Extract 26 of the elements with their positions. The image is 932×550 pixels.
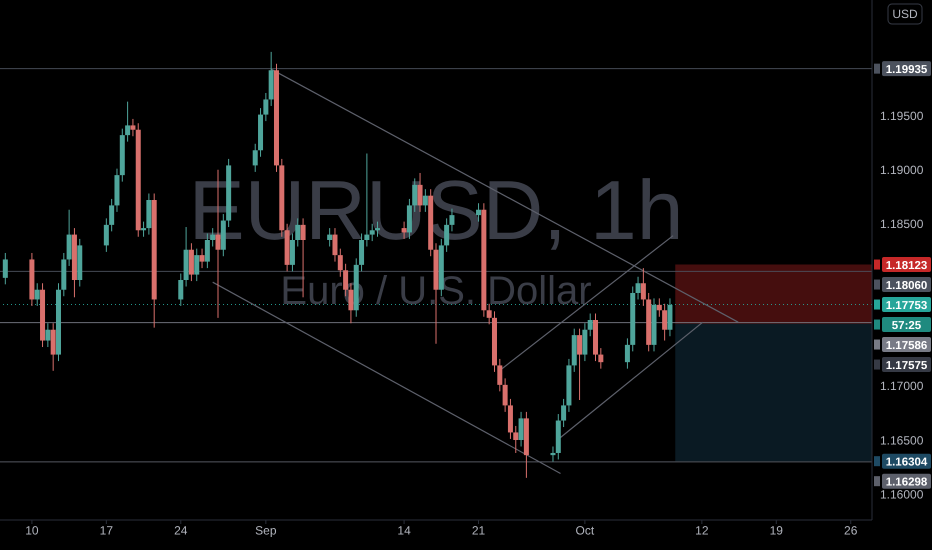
x-tick-label: 17 — [100, 524, 114, 538]
legend-label: 1.17586 — [886, 340, 928, 352]
x-tick-label: Sep — [255, 524, 277, 538]
y-tick-label: 1.16000 — [880, 487, 924, 502]
x-tick-label: 26 — [844, 524, 858, 538]
x-tick-label: Oct — [576, 524, 595, 538]
x-tick-label: 21 — [472, 524, 486, 538]
text: 1.17575 — [886, 360, 928, 372]
ref-line-label: 1.19935 — [886, 64, 928, 76]
text: USD — [892, 7, 918, 21]
y-tick-label: 1.19500 — [880, 108, 924, 123]
x-tick-label: 24 — [174, 524, 188, 538]
legend-label: 1.16298 — [886, 476, 928, 489]
x-tick-label: 12 — [695, 524, 709, 538]
band-label: 1.16304 — [886, 456, 928, 469]
legend-label: 1.18060 — [886, 280, 928, 292]
y-tick-label: 1.19000 — [880, 162, 924, 177]
ref-line-label: 1.17753 — [886, 300, 928, 312]
y-tick-label: 1.18500 — [880, 217, 924, 232]
y-tick-label: 1.17000 — [880, 379, 924, 394]
x-tick-label: 10 — [25, 524, 39, 538]
x-tick-label: 14 — [397, 524, 412, 538]
x-tick-label: 19 — [770, 524, 784, 538]
band-label: 1.18123 — [886, 260, 928, 272]
y-tick-label: 1.16500 — [880, 433, 924, 448]
text: 57:25 — [892, 320, 922, 332]
